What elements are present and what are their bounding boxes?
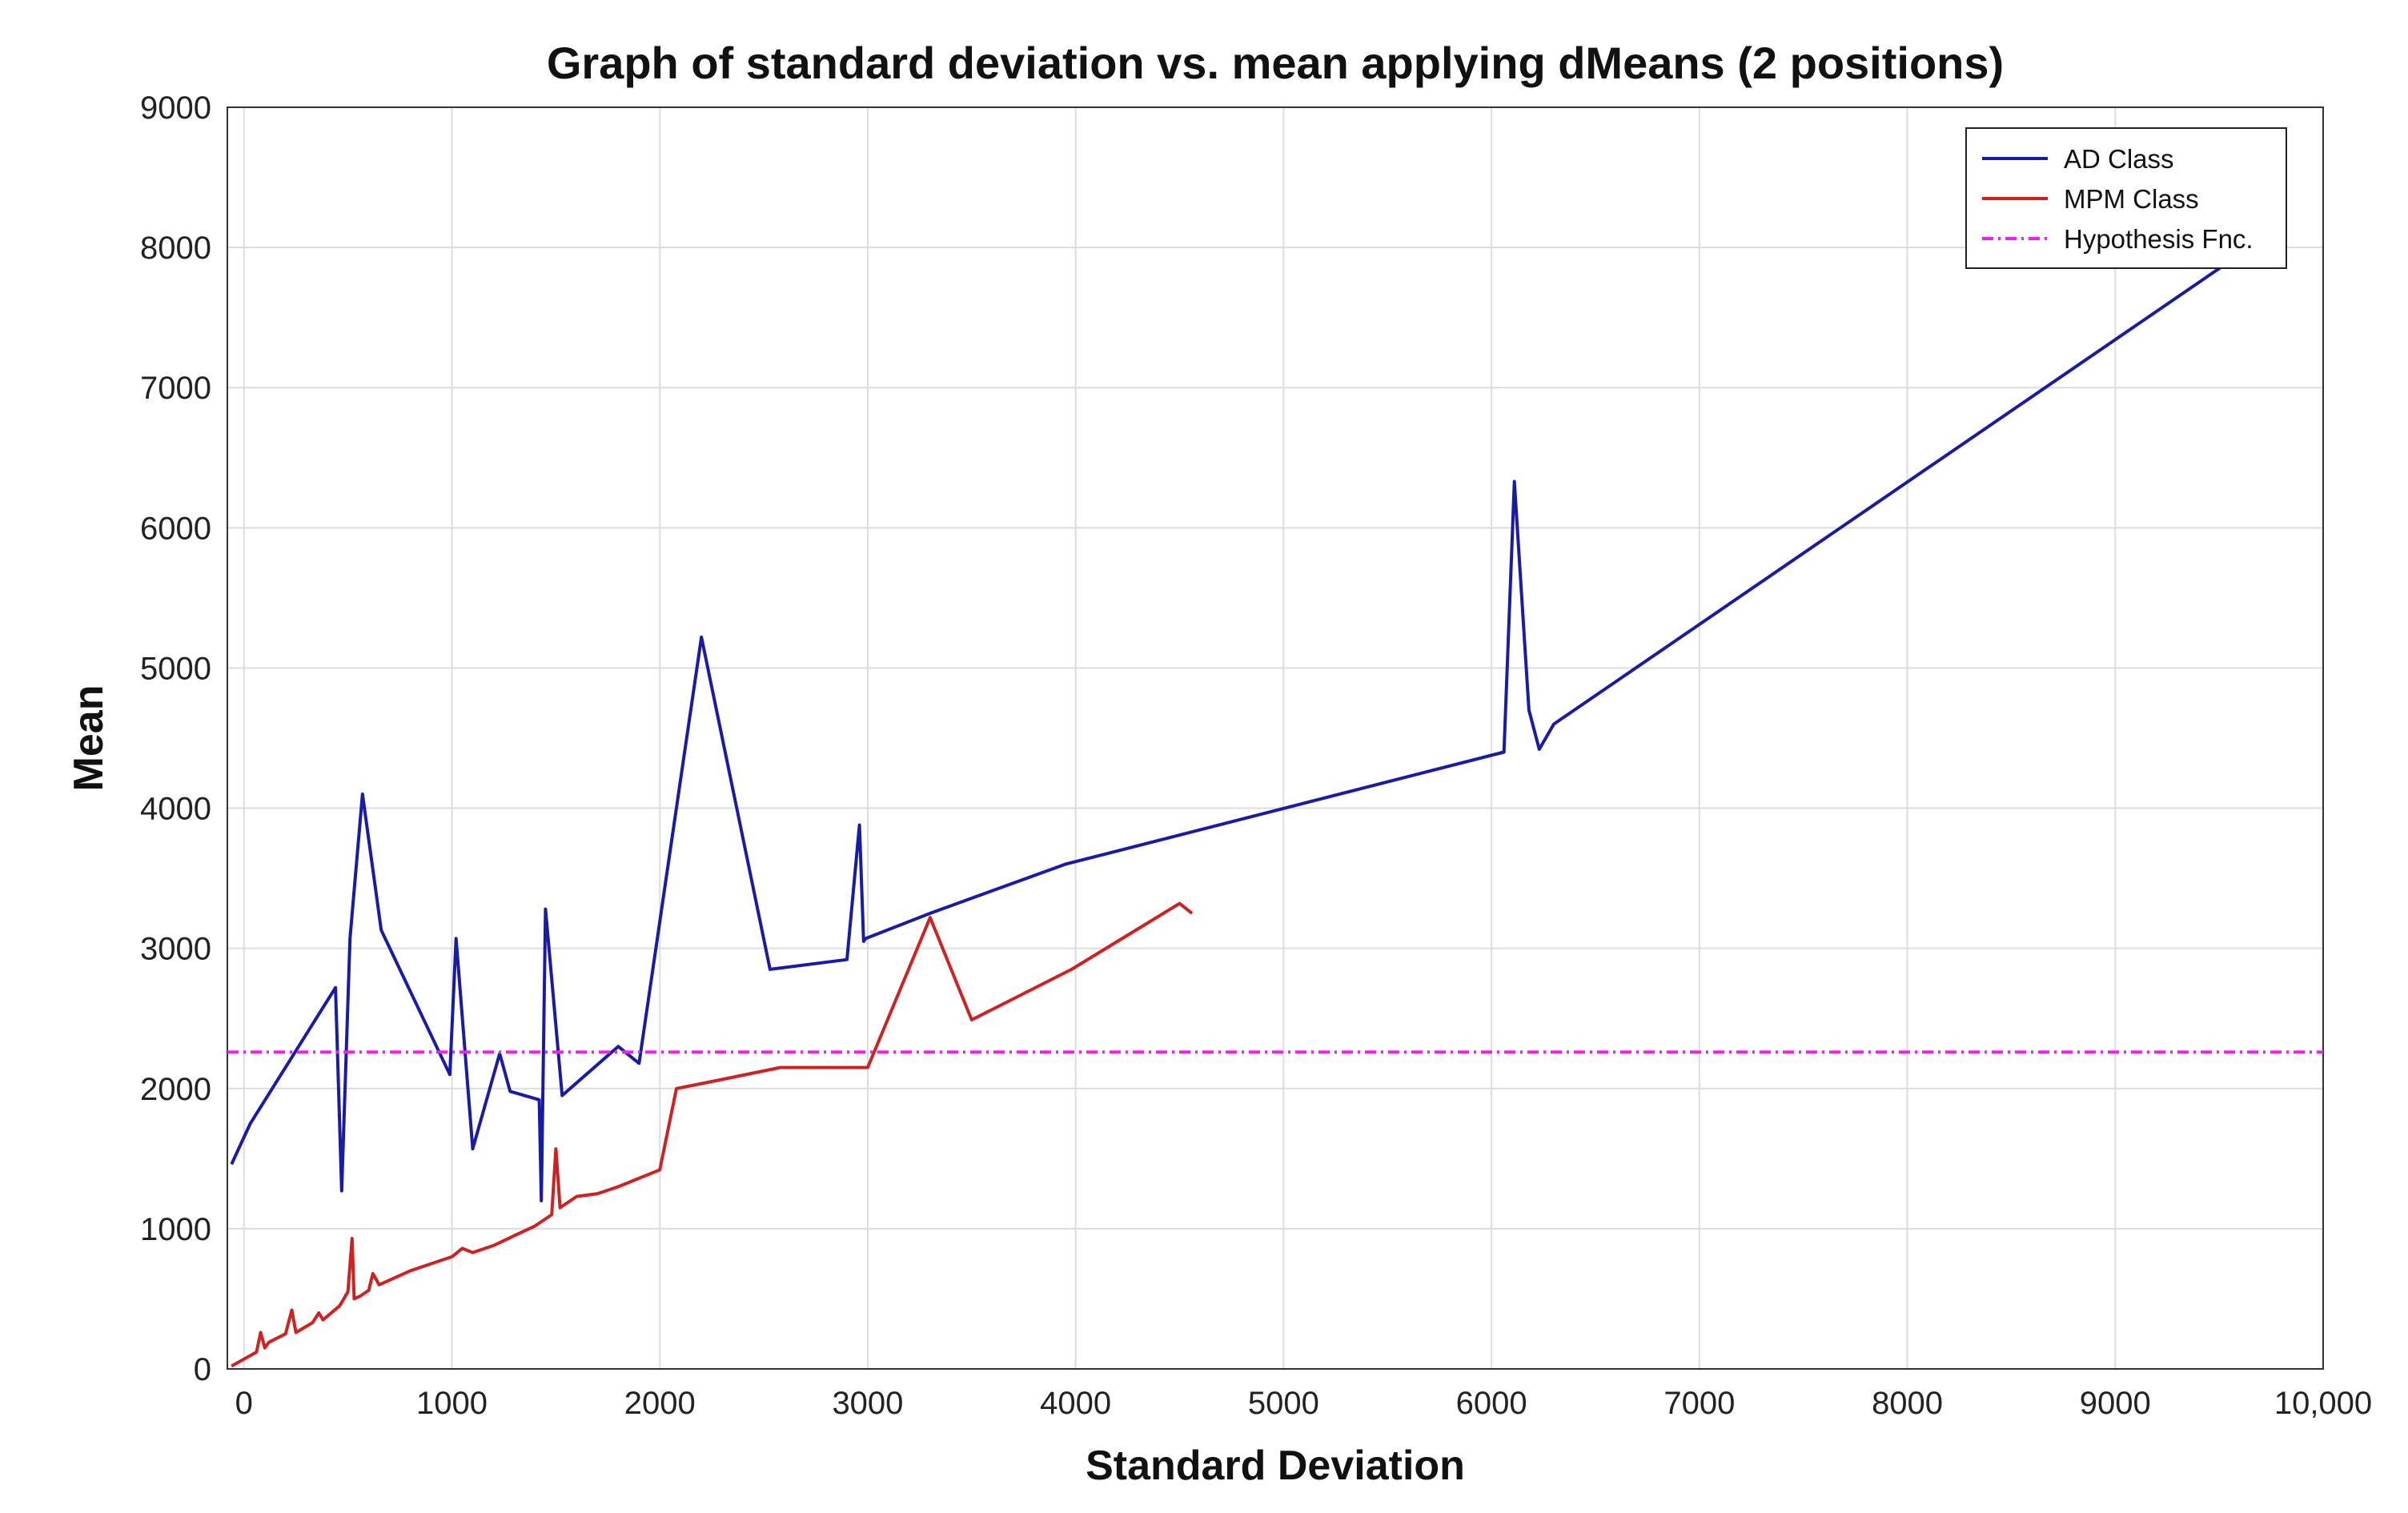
series-line-mpm-class [231, 901, 1194, 1368]
y-axis-title: Mean [66, 685, 112, 792]
y-tick-label: 8000 [140, 231, 211, 266]
plot-frame [227, 106, 2324, 1370]
y-tick-label: 6000 [140, 511, 211, 546]
series-line-ad-class [230, 253, 2241, 1202]
y-tick-label: 9000 [140, 90, 211, 126]
y-tick-label: 3000 [140, 932, 211, 967]
y-tick-label: 2000 [140, 1072, 211, 1107]
x-tick-label: 2000 [624, 1386, 696, 1421]
chart-title: Graph of standard deviation vs. mean app… [547, 38, 2004, 88]
tick-labels: 0 1000 2000 3000 4000 5000 6000 7000 8000 9000 10,… [140, 90, 2372, 1421]
x-axis-title: Standard Deviation [1086, 1443, 1465, 1489]
x-tick-label: 5000 [1248, 1386, 1319, 1421]
legend-label-ad-class: AD Class [2064, 144, 2174, 174]
x-tick-label: 10,000 [2274, 1386, 2372, 1421]
x-tick-label: 3000 [832, 1386, 903, 1421]
y-tick-label: 4000 [140, 792, 211, 827]
x-tick-label: 8000 [1872, 1386, 1943, 1421]
x-tick-label: 7000 [1664, 1386, 1735, 1421]
x-tick-label: 0 [235, 1386, 253, 1421]
x-tick-label: 1000 [416, 1386, 488, 1421]
legend-label-mpm-class: MPM Class [2064, 184, 2199, 214]
x-tick-label: 6000 [1456, 1386, 1527, 1421]
legend-label-hypothesis-fnc: Hypothesis Fnc. [2064, 224, 2253, 254]
x-tick-label: 9000 [2080, 1386, 2151, 1421]
y-tick-label: 7000 [140, 371, 211, 406]
series-layer [227, 253, 2323, 1368]
legend: AD Class MPM Class Hypothesis Fnc. [1965, 127, 2287, 269]
y-tick-label: 1000 [140, 1212, 211, 1247]
x-tick-label: 4000 [1040, 1386, 1111, 1421]
y-tick-label: 5000 [140, 651, 211, 686]
y-tick-label: 0 [194, 1352, 211, 1387]
